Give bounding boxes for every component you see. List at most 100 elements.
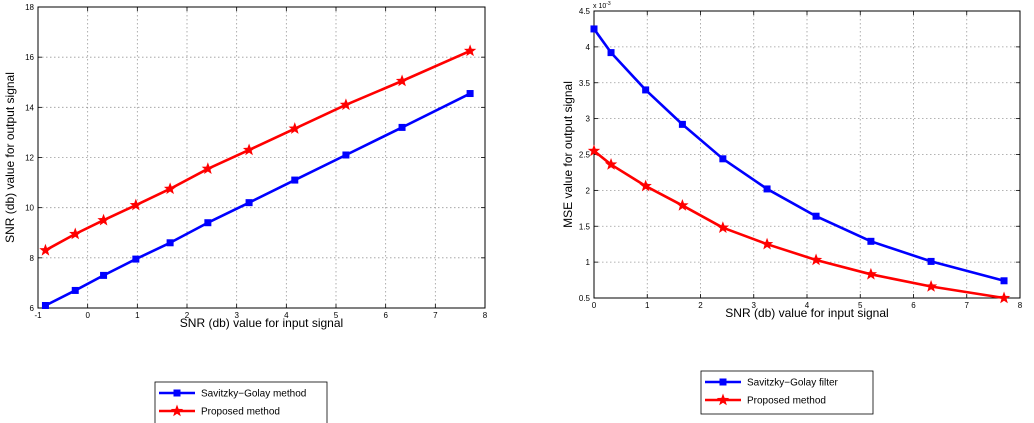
data-point <box>291 176 299 184</box>
plot-area <box>37 6 486 309</box>
series-line <box>593 149 1005 300</box>
data-point <box>678 120 686 128</box>
data-point <box>676 198 689 211</box>
legend: Savitzky−Golay filter Proposed method <box>700 370 874 415</box>
x-tick-label: 2 <box>185 311 190 320</box>
y-tick-label: 18 <box>25 3 34 12</box>
legend-label: Savitzky−Golay filter <box>747 378 839 389</box>
data-point <box>342 151 350 159</box>
series-1 <box>590 25 1008 285</box>
y-tick-label: 1 <box>586 258 591 267</box>
data-point <box>463 44 477 57</box>
data-point <box>69 227 82 240</box>
data-point <box>41 301 49 309</box>
grid <box>594 11 1020 298</box>
y-tick-label: 3.5 <box>579 79 591 88</box>
data-point <box>39 243 52 256</box>
y-tick-label: 4 <box>586 43 591 52</box>
y-tick-label: 1.5 <box>579 222 591 231</box>
data-point <box>242 143 256 156</box>
data-point <box>924 280 938 292</box>
data-point <box>642 86 650 94</box>
x-axis-label: SNR (db) value for input signal <box>725 306 888 320</box>
data-point <box>166 239 174 247</box>
y-tick-label: 4.5 <box>579 7 591 16</box>
data-point <box>245 199 253 207</box>
y-tick-label: 12 <box>25 154 34 163</box>
x-tick-label: 3 <box>234 311 239 320</box>
y-tick-label: 6 <box>30 304 35 313</box>
x-tick-label: 2 <box>698 301 703 310</box>
y-exponent-label: x 10-3 <box>593 1 611 10</box>
legend-marker <box>173 389 181 397</box>
data-point <box>1000 277 1008 285</box>
data-point <box>590 25 598 33</box>
x-axis-label: SNR (db) value for input signal <box>180 316 343 330</box>
x-tick-label: 6 <box>383 311 388 320</box>
y-tick-label: 3 <box>586 115 591 124</box>
data-point <box>763 185 771 193</box>
x-tick-label: 1 <box>645 301 650 310</box>
legend-marker <box>719 378 727 386</box>
y-exponent-power: -3 <box>606 1 611 7</box>
y-tick-label: 10 <box>25 204 34 213</box>
data-point <box>719 155 727 163</box>
data-point <box>288 122 301 134</box>
y-tick-label: 2.5 <box>579 151 591 160</box>
data-point <box>760 237 774 250</box>
series-line <box>44 92 471 307</box>
data-point <box>809 253 823 266</box>
x-tick-label: 0 <box>85 311 90 320</box>
x-tick-label: 7 <box>433 311 438 320</box>
data-point <box>204 219 212 227</box>
series-line <box>592 28 1005 283</box>
x-tick-label: 6 <box>911 301 916 310</box>
data-point <box>466 90 474 98</box>
data-point <box>864 267 878 280</box>
y-tick-label: 0.5 <box>579 294 591 303</box>
x-tick-label: 0 <box>592 301 597 310</box>
x-tick-label: 8 <box>483 311 488 320</box>
data-point <box>716 221 730 233</box>
legend-label: Proposed method <box>747 396 826 407</box>
data-point <box>100 271 108 279</box>
y-tick-label: 8 <box>30 254 35 263</box>
legend-marker <box>170 404 184 417</box>
data-point <box>129 198 143 211</box>
data-point <box>71 286 79 294</box>
y-tick-label: 14 <box>25 103 34 112</box>
data-point <box>339 98 353 111</box>
x-tick-label: 4 <box>805 301 810 310</box>
data-point <box>132 255 140 263</box>
x-tick-label: 5 <box>334 311 339 320</box>
data-point <box>604 158 618 170</box>
x-tick-label: 1 <box>135 311 140 320</box>
x-tick-label: 3 <box>752 301 757 310</box>
grid <box>38 7 485 308</box>
data-point <box>927 257 935 265</box>
data-point <box>163 182 177 195</box>
x-tick-label: -1 <box>34 311 42 320</box>
legend-label: Savitzky−Golay method <box>201 389 306 400</box>
data-point <box>639 179 652 192</box>
data-point <box>812 212 820 220</box>
y-axis-label: SNR (db) value for output signal <box>3 72 17 243</box>
legend-marker <box>716 393 730 406</box>
data-point <box>607 49 615 57</box>
series-2 <box>39 44 477 256</box>
legend: Savitzky−Golay method Proposed method <box>154 381 328 423</box>
data-point <box>97 213 110 226</box>
y-axis-label: MSE value for output signal <box>561 81 575 228</box>
y-tick-label: 2 <box>586 186 591 195</box>
data-point <box>587 144 601 157</box>
data-point <box>997 291 1011 304</box>
y-tick-label: 16 <box>25 53 34 62</box>
x-tick-label: 4 <box>284 311 289 320</box>
data-point <box>201 162 215 175</box>
x-tick-label: 5 <box>858 301 863 310</box>
series-line <box>44 49 471 252</box>
legend-label: Proposed method <box>201 407 280 418</box>
x-tick-label: 8 <box>1018 301 1023 310</box>
